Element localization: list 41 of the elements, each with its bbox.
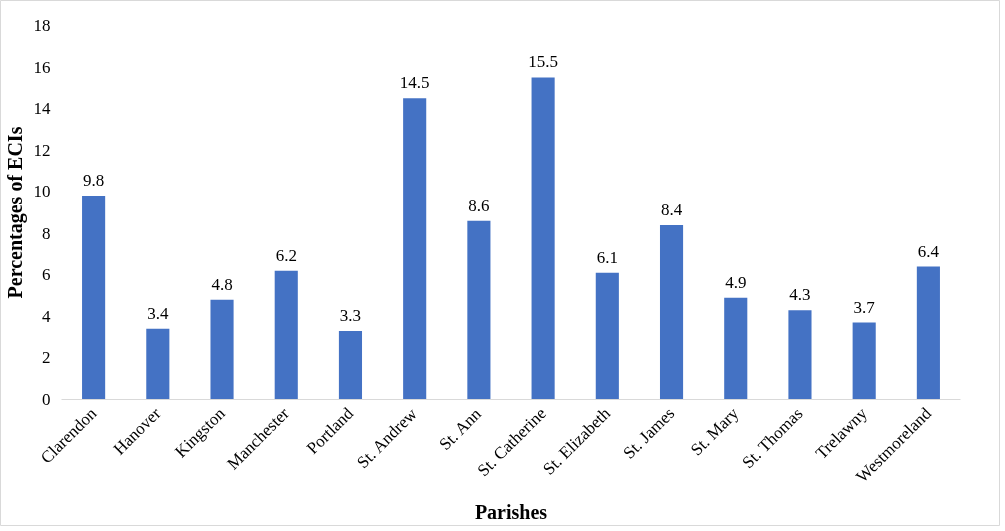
x-tick-label: St. Ann bbox=[435, 404, 486, 454]
data-label: 3.3 bbox=[339, 305, 362, 325]
data-label: 8.6 bbox=[468, 195, 490, 215]
y-tick-label: 2 bbox=[42, 348, 51, 368]
x-axis-title: Parishes bbox=[474, 501, 548, 524]
data-label: 6.2 bbox=[275, 245, 297, 265]
data-label: 14.5 bbox=[399, 73, 430, 93]
bar bbox=[595, 272, 619, 400]
data-label: 15.5 bbox=[528, 52, 558, 72]
data-label: 9.8 bbox=[82, 170, 105, 190]
y-tick-label: 4 bbox=[42, 306, 51, 326]
y-tick-label: 12 bbox=[33, 140, 51, 160]
bar bbox=[659, 224, 684, 400]
y-tick-label: 18 bbox=[33, 16, 51, 35]
y-tick-label: 16 bbox=[33, 57, 51, 77]
y-tick-label: 10 bbox=[33, 182, 51, 202]
data-label: 4.8 bbox=[211, 274, 233, 294]
bar bbox=[403, 98, 427, 400]
data-label: 3.4 bbox=[147, 303, 169, 323]
bar bbox=[467, 220, 491, 400]
bar bbox=[82, 195, 106, 400]
y-tick-label: 8 bbox=[42, 223, 51, 243]
data-label: 6.4 bbox=[917, 241, 940, 261]
bar bbox=[788, 310, 812, 400]
data-label: 6.1 bbox=[596, 247, 618, 267]
data-label: 4.3 bbox=[789, 285, 811, 305]
y-tick-label: 6 bbox=[42, 265, 51, 285]
bar bbox=[531, 77, 555, 400]
bar bbox=[210, 299, 234, 400]
bar bbox=[916, 266, 940, 400]
data-label: 3.7 bbox=[853, 297, 876, 317]
bar bbox=[338, 330, 363, 400]
y-axis-title: Percentages of ECIs bbox=[3, 126, 27, 299]
y-tick-label: 0 bbox=[42, 390, 51, 409]
bar bbox=[274, 270, 298, 400]
bar bbox=[146, 328, 170, 400]
data-label: 8.4 bbox=[660, 199, 683, 219]
bar bbox=[852, 322, 876, 400]
data-label: 4.9 bbox=[725, 272, 747, 292]
bar bbox=[724, 297, 748, 400]
y-tick-label: 14 bbox=[33, 99, 51, 119]
